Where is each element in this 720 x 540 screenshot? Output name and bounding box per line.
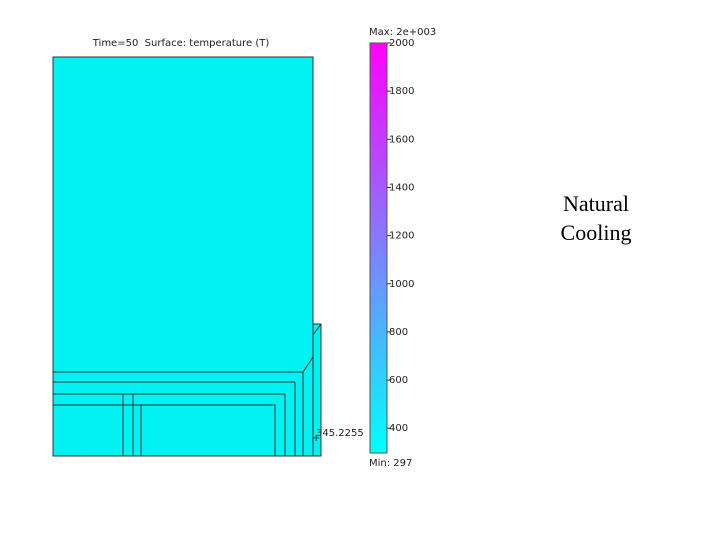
tick-label: 1400 [389, 182, 414, 193]
tick-label: 1800 [389, 86, 414, 97]
side-strip [312, 323, 322, 457]
colorbar-ticks: 400 600 800 1000 1200 1400 1600 1800 2000 [387, 38, 414, 434]
colorbar-min: Min: 297 [369, 458, 412, 469]
tick-label: 2000 [389, 38, 414, 49]
probe-marker: + [312, 433, 320, 444]
colorbar [369, 42, 388, 454]
probe-value: 345.2255 [316, 428, 364, 439]
tick-label: 800 [389, 327, 408, 338]
tick-label: 1200 [389, 231, 414, 242]
tick-label: 1000 [389, 279, 414, 290]
tick-label: 400 [389, 423, 408, 434]
tick-label: 1600 [389, 134, 414, 145]
tick-label: 600 [389, 375, 408, 386]
caption-line: Natural [563, 191, 629, 216]
domain [52, 56, 314, 457]
plot-title: Time=50 Surface: temperature (T) [92, 38, 270, 49]
geometry: 345.2255 + [52, 56, 364, 457]
subdomain-lines [53, 323, 322, 456]
caption-line: Cooling [561, 220, 632, 245]
colorbar-max: Max: 2e+003 [369, 27, 436, 38]
